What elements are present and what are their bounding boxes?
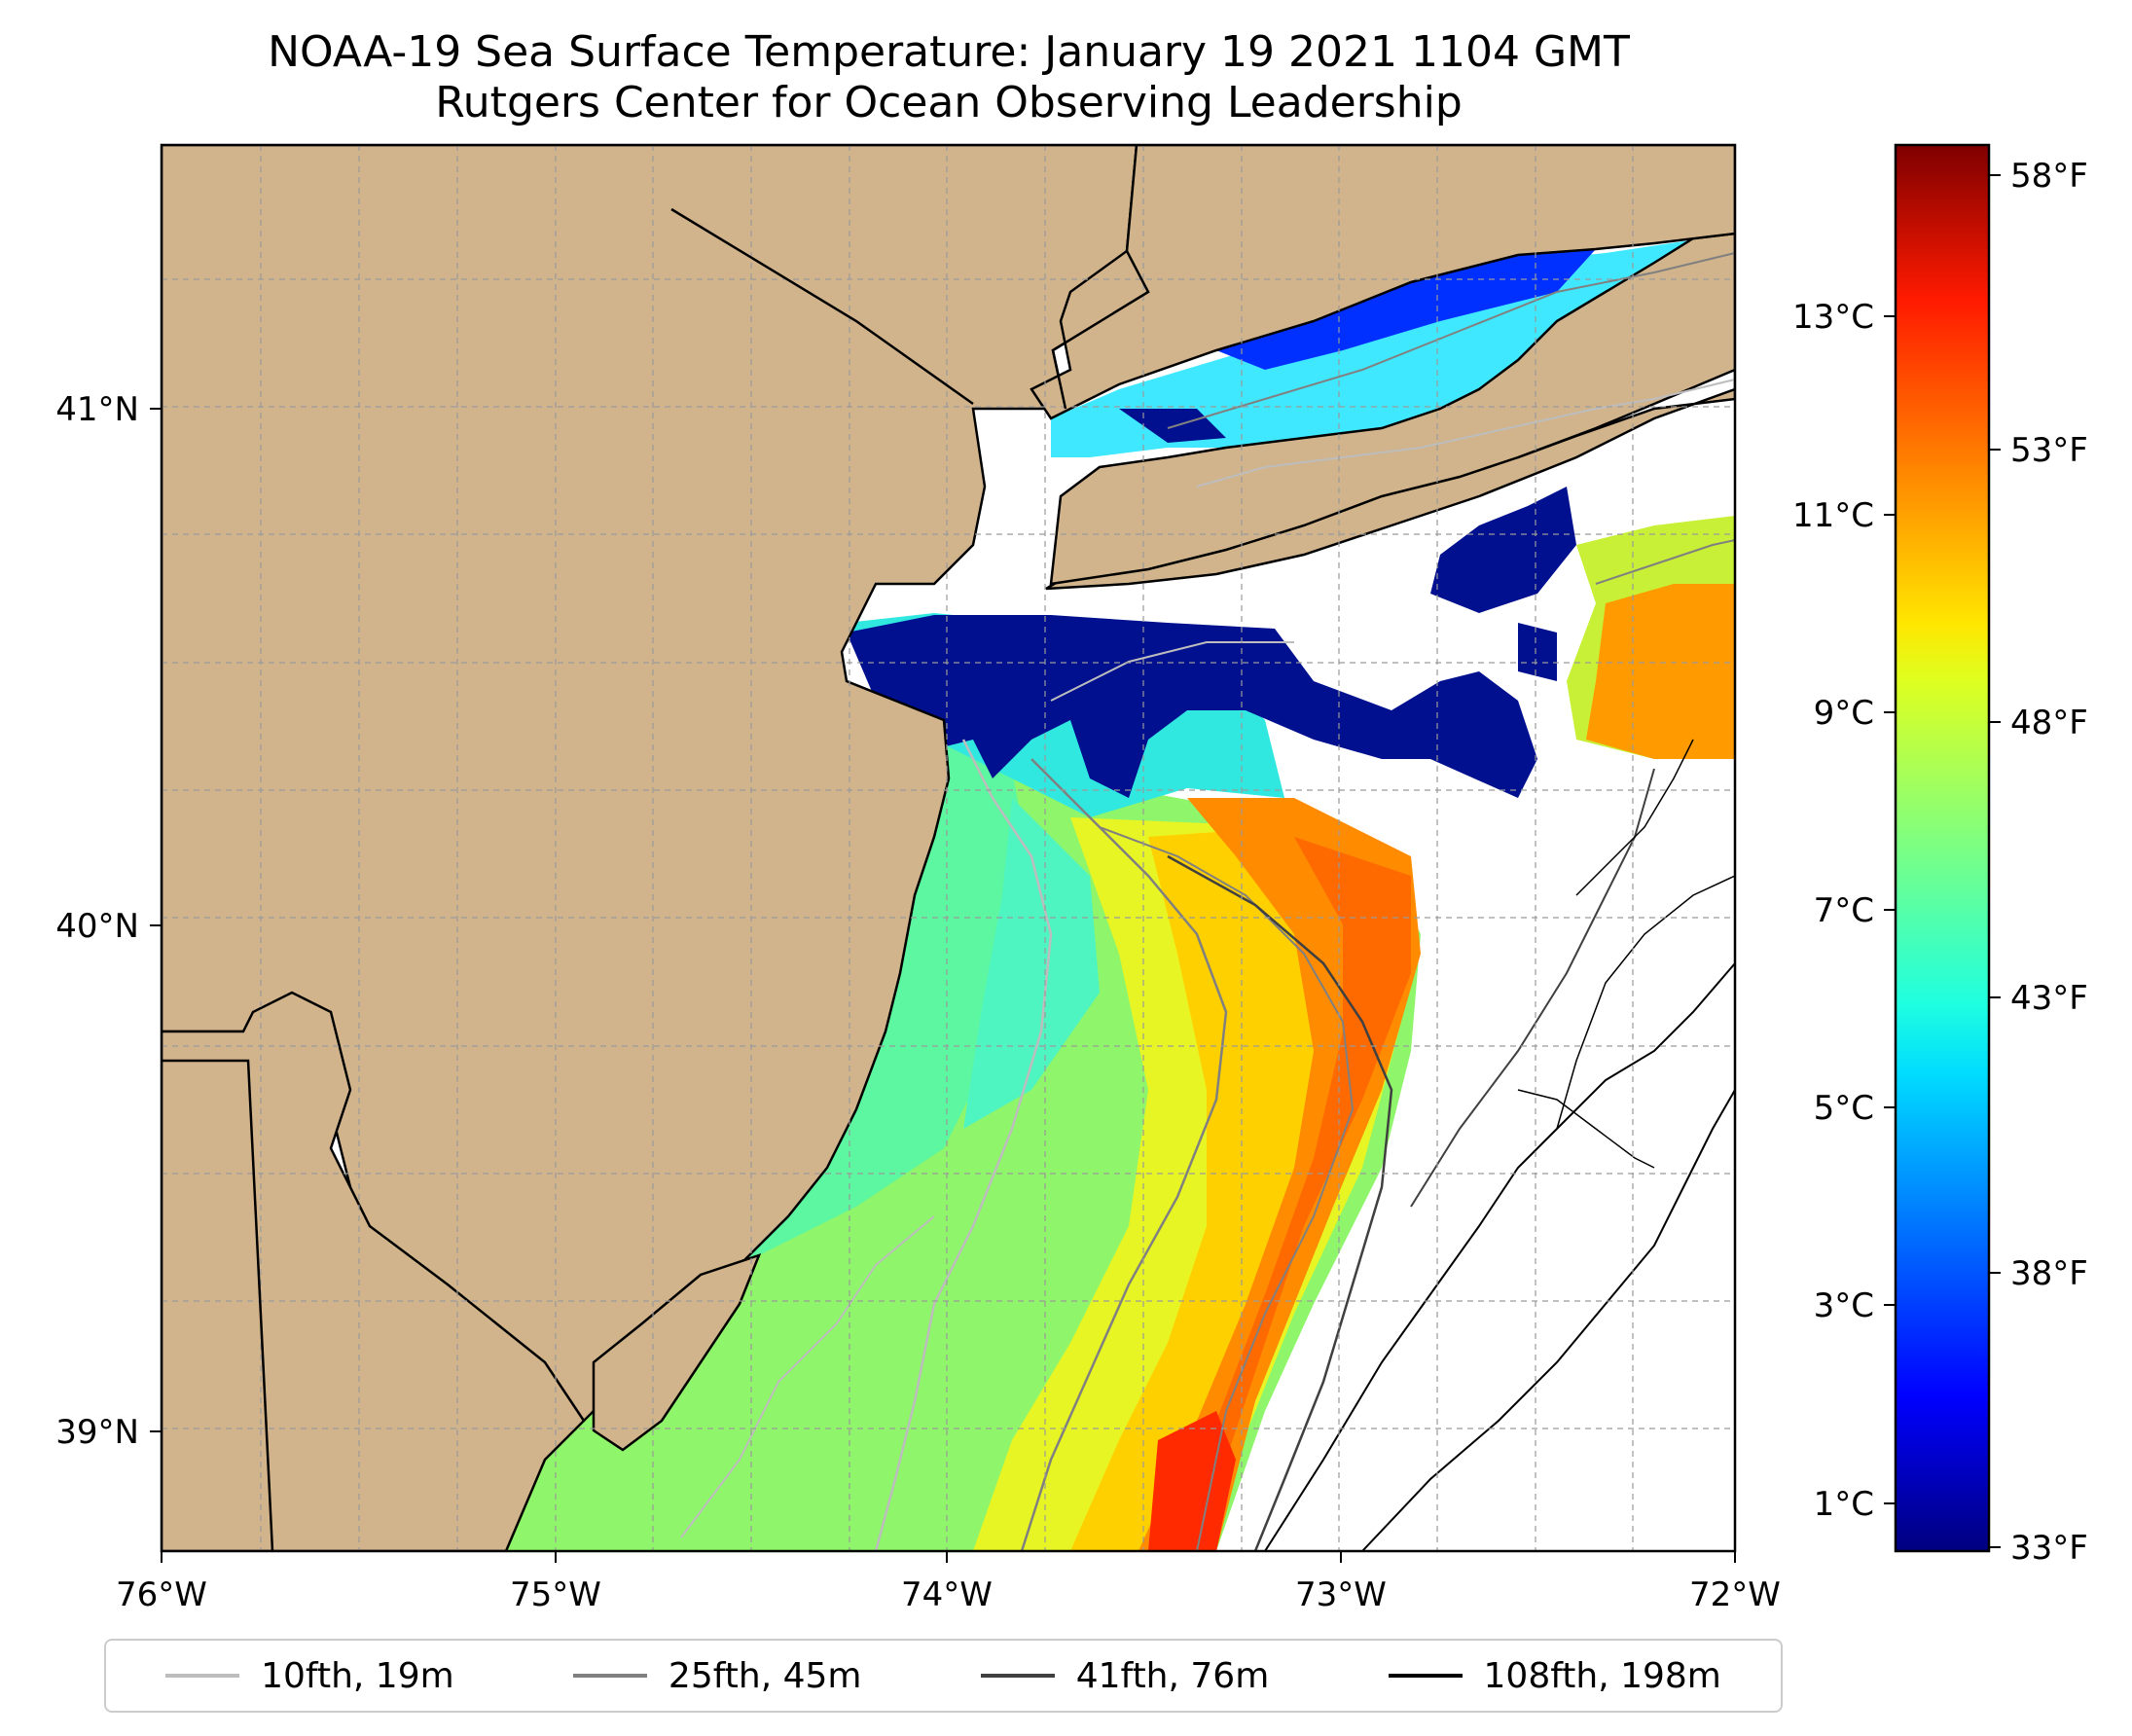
colorbar-celsius-label: 3°C [1814, 1286, 1874, 1325]
chart-title: NOAA-19 Sea Surface Temperature: January… [268, 27, 1630, 77]
legend-line-swatch [165, 1674, 240, 1678]
colorbar-fahrenheit-label: 33°F [2010, 1529, 2088, 1568]
lat-axis [150, 408, 162, 1432]
legend-line-swatch [980, 1674, 1055, 1678]
map-area [162, 145, 1735, 1551]
colorbar-fahrenheit-label: 48°F [2010, 704, 2088, 742]
legend-label: 108fth, 198m [1483, 1655, 1721, 1696]
legend-label: 10fth, 19m [261, 1655, 454, 1696]
contour-legend: 10fth, 19m 25fth, 45m 41fth, 76m 108fth,… [104, 1639, 1783, 1713]
colorbar-celsius-label: 1°C [1814, 1485, 1874, 1524]
colorbar-fahrenheit-label: 43°F [2010, 979, 2088, 1018]
legend-item-41fth: 41fth, 76m [980, 1655, 1270, 1696]
lat-tick-label: 39°N [55, 1413, 139, 1452]
state-borders [162, 207, 1150, 1551]
legend-item-10fth: 10fth, 19m [165, 1656, 454, 1696]
legend-label: 41fth, 76m [1075, 1655, 1270, 1696]
colorbar-celsius-label: 9°C [1814, 694, 1874, 733]
chart-subtitle: Rutgers Center for Ocean Observing Leade… [435, 78, 1463, 127]
legend-line-swatch [1388, 1674, 1463, 1678]
colorbar-celsius-label: 5°C [1814, 1089, 1874, 1128]
colorbar-celsius-label: 7°C [1814, 891, 1874, 930]
lat-tick-label: 41°N [55, 390, 139, 429]
legend-line-swatch [572, 1674, 647, 1678]
legend-item-108fth: 108fth, 198m [1388, 1655, 1721, 1696]
colorbar-celsius-label: 11°C [1792, 496, 1874, 535]
legend-item-25fth: 25fth, 45m [572, 1655, 862, 1696]
colorbar [1894, 143, 1991, 1553]
lon-tick-label: 73°W [1295, 1575, 1387, 1614]
colorbar-fahrenheit-label: 53°F [2010, 431, 2088, 470]
colorbar-celsius-ticks [1884, 315, 1896, 1504]
lon-tick-label: 76°W [116, 1575, 207, 1614]
colorbar-fahrenheit-label: 58°F [2010, 157, 2088, 196]
lon-tick-label: 75°W [510, 1575, 601, 1614]
legend-label: 25fth, 45m [668, 1655, 862, 1696]
colorbar-fahrenheit-ticks [1989, 174, 2001, 1548]
land [162, 145, 1735, 1551]
lat-tick-label: 40°N [55, 907, 139, 946]
sst-map-figure: 76°W 75°W 74°W 73°W 72°W 41°N 40°N 39°N … [55, 143, 2088, 1614]
map-frame [160, 143, 1737, 1553]
lon-axis [161, 1551, 1736, 1563]
colorbar-celsius-label: 13°C [1792, 298, 1874, 337]
gridlines [162, 145, 1735, 1551]
lon-tick-label: 72°W [1689, 1575, 1781, 1614]
bathymetry-contours [680, 252, 1735, 1551]
lon-tick-label: 74°W [901, 1575, 993, 1614]
colorbar-fahrenheit-label: 38°F [2010, 1254, 2088, 1293]
